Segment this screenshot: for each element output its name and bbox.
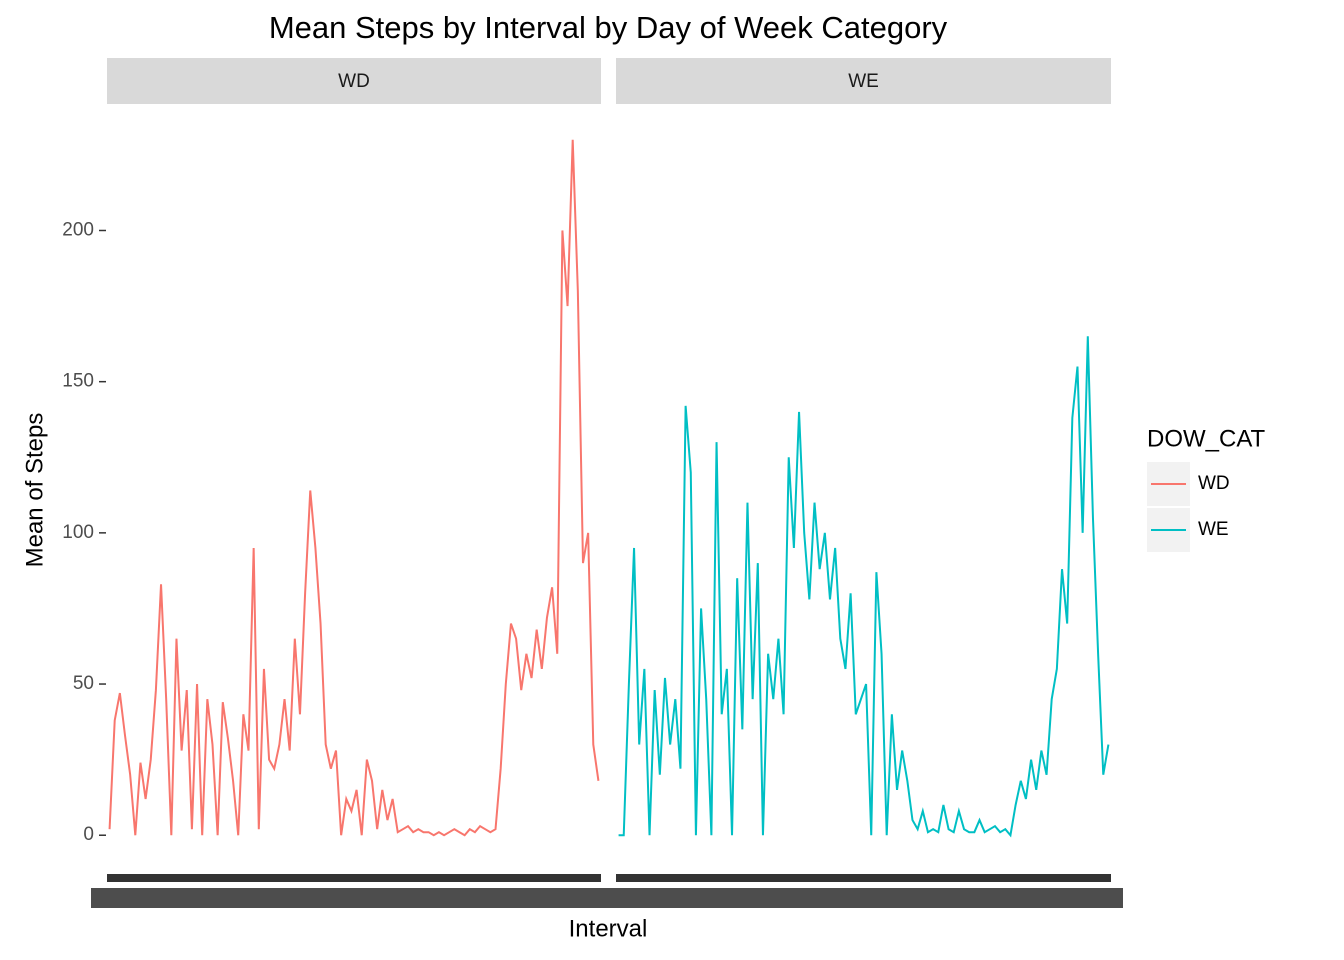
y-tick-label: 0 — [83, 824, 94, 845]
x-tick-band — [616, 874, 1111, 882]
y-axis-title: Mean of Steps — [21, 413, 48, 568]
strip — [616, 58, 1111, 104]
x-axis-title: Interval — [569, 915, 648, 942]
y-tick-label: 150 — [62, 371, 94, 392]
x-tick-label-blob — [600, 888, 1123, 908]
series-line — [108, 139, 600, 837]
legend-label: WD — [1198, 473, 1230, 494]
legend-title: DOW_CAT — [1147, 425, 1266, 452]
x-tick-label-blob — [91, 888, 613, 908]
strip — [107, 58, 601, 104]
x-tick-band — [107, 874, 601, 882]
chart-title: Mean Steps by Interval by Day of Week Ca… — [269, 10, 948, 45]
strip-label: WE — [848, 71, 879, 92]
series-line — [618, 336, 1110, 838]
legend-label: WE — [1198, 519, 1229, 540]
y-tick-label: 200 — [62, 219, 94, 240]
y-tick-label: 100 — [62, 522, 94, 543]
y-tick-label: 50 — [73, 673, 94, 694]
strip-label: WD — [338, 71, 370, 92]
